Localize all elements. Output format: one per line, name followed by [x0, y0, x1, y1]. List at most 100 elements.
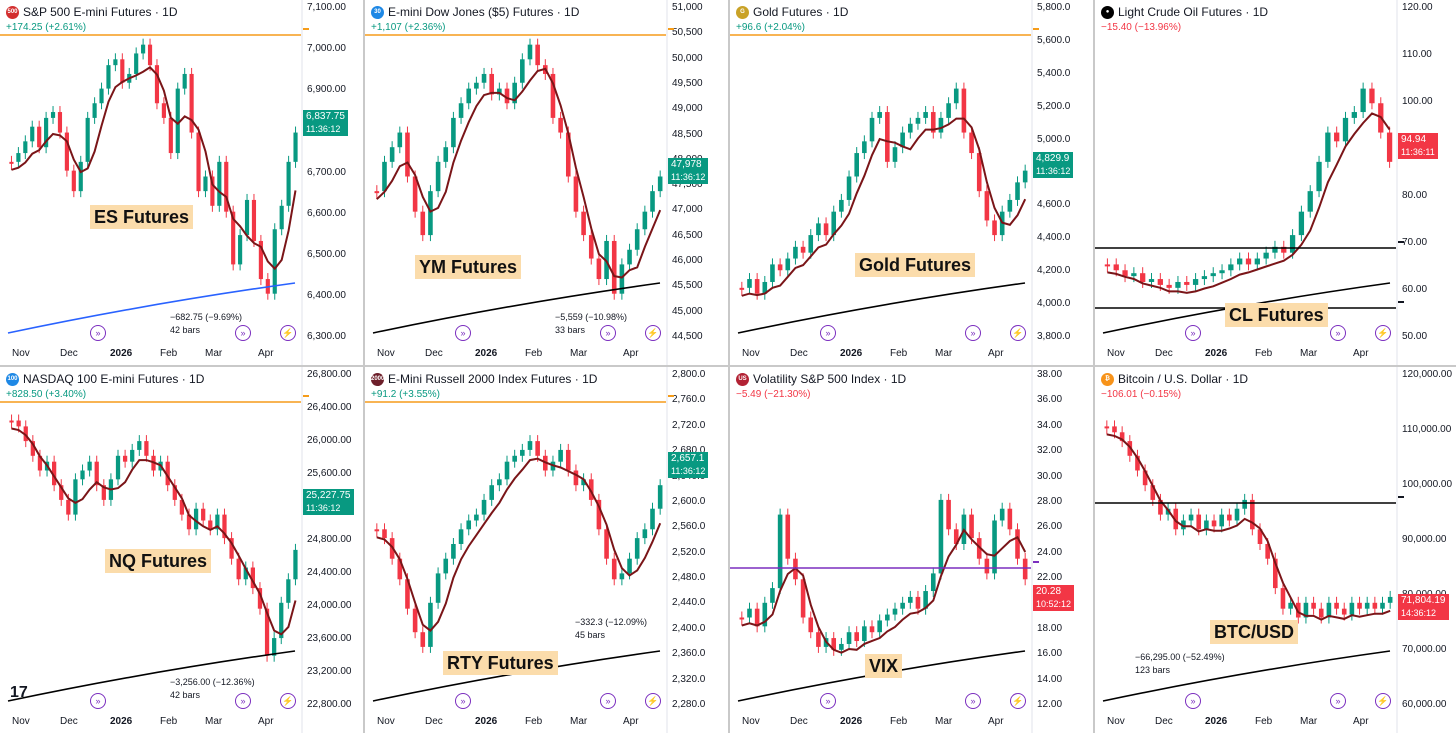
earnings-event-icon[interactable]: »: [1185, 325, 1201, 341]
x-tick-label: Feb: [1255, 716, 1273, 727]
symbol-header[interactable]: G Gold Futures · 1D: [736, 5, 848, 19]
candle-body: [1022, 558, 1028, 580]
symbol-icon: ●: [1101, 5, 1114, 19]
candle-body: [854, 632, 859, 642]
candle-body: [481, 73, 487, 83]
ath-price-tag: [668, 28, 674, 30]
flash-event-icon[interactable]: ⚡: [1010, 325, 1026, 341]
candle-body: [1148, 279, 1155, 282]
chart-panel-cl[interactable]: 120.00110.00100.0090.0080.0070.0060.0050…: [1095, 0, 1456, 365]
chart-panel-rty[interactable]: 2,800.02,760.02,720.02,680.02,640.02,600…: [365, 367, 728, 733]
candle-body: [481, 499, 487, 515]
y-tick-label: 47,500: [672, 179, 703, 191]
symbol-header[interactable]: 500 S&P 500 E-mini Futures · 1D: [6, 5, 178, 19]
candle-body: [99, 88, 104, 104]
candle-body: [1188, 514, 1194, 521]
earnings-event-icon[interactable]: »: [965, 693, 981, 709]
long-moving-average-line: [7, 282, 296, 334]
symbol-title: E-Mini Russell 2000 Index Futures · 1D: [388, 372, 598, 386]
y-tick-label: 6,900.00: [307, 84, 346, 96]
flash-event-icon[interactable]: ⚡: [1375, 325, 1391, 341]
candle-body: [961, 88, 967, 133]
candle-body: [596, 499, 602, 530]
level-price-tag: [1398, 496, 1404, 498]
chart-panel-gc[interactable]: 5,800.05,600.05,400.05,200.05,000.04,800…: [730, 0, 1093, 365]
candle-body: [657, 485, 663, 509]
candle-body: [1131, 273, 1137, 277]
earnings-event-icon[interactable]: »: [90, 325, 106, 341]
y-tick-label: 4,200.0: [1037, 265, 1071, 277]
chart-label: YM Futures: [415, 255, 522, 279]
candle-body: [94, 461, 99, 486]
candle-body: [120, 59, 125, 83]
symbol-header[interactable]: 100 NASDAQ 100 E-mini Futures · 1D: [6, 372, 204, 386]
candle-body: [785, 258, 791, 271]
earnings-event-icon[interactable]: »: [820, 325, 836, 341]
y-tick-label: 120,000.00: [1402, 369, 1453, 380]
flash-event-icon[interactable]: ⚡: [1375, 693, 1391, 709]
candle-body: [474, 82, 479, 89]
flash-event-icon[interactable]: ⚡: [645, 325, 661, 341]
symbol-header[interactable]: ● Light Crude Oil Futures · 1D: [1101, 5, 1268, 19]
chart-label: CL Futures: [1225, 303, 1328, 327]
earnings-event-icon[interactable]: »: [820, 693, 836, 709]
y-tick-label: 22.00: [1037, 572, 1063, 584]
y-tick-label: 4,600.0: [1037, 199, 1071, 211]
flash-event-icon[interactable]: ⚡: [645, 693, 661, 709]
earnings-event-icon[interactable]: »: [1330, 693, 1346, 709]
earnings-event-icon[interactable]: »: [455, 693, 471, 709]
x-tick-label: Nov: [742, 716, 760, 727]
ath-price-tag: [668, 395, 674, 397]
current-price: 20.28: [1036, 586, 1062, 597]
candle-body: [1175, 281, 1181, 288]
symbol-header[interactable]: US Volatility S&P 500 Index · 1D: [736, 372, 906, 386]
y-tick-label: 16.00: [1037, 648, 1063, 660]
candle-body: [1280, 588, 1286, 609]
symbol-header[interactable]: 2000 E-Mini Russell 2000 Index Futures · …: [371, 372, 597, 386]
symbol-header[interactable]: ₿ Bitcoin / U.S. Dollar · 1D: [1101, 372, 1248, 386]
flash-event-icon[interactable]: ⚡: [280, 325, 296, 341]
candle-body: [73, 479, 78, 515]
candle-body: [762, 602, 768, 627]
flash-event-icon[interactable]: ⚡: [1010, 693, 1026, 709]
earnings-event-icon[interactable]: »: [455, 325, 471, 341]
flash-event-icon[interactable]: ⚡: [280, 693, 296, 709]
candle-body: [747, 279, 752, 288]
candle-body: [405, 579, 410, 609]
earnings-event-icon[interactable]: »: [1185, 693, 1201, 709]
earnings-event-icon[interactable]: »: [965, 325, 981, 341]
earnings-event-icon[interactable]: »: [1330, 325, 1346, 341]
candle-body: [1211, 520, 1217, 527]
earnings-event-icon[interactable]: »: [600, 693, 616, 709]
y-tick-label: 14.00: [1037, 673, 1063, 685]
chart-panel-vix[interactable]: 38.00 36.00 34.00 32.00 30.00 28.00 26.00 24.00…: [730, 367, 1093, 733]
candle-body: [992, 220, 997, 236]
candle-body: [279, 205, 284, 230]
earnings-event-icon[interactable]: »: [600, 325, 616, 341]
y-tick-label: 47,000: [672, 204, 703, 216]
x-tick-label: Apr: [258, 348, 274, 359]
candle-body: [389, 147, 395, 162]
candle-body: [885, 112, 890, 162]
candle-body: [1196, 514, 1202, 530]
chart-panel-es[interactable]: 7,100.007,000.006,900.006,800.006,700.00…: [0, 0, 363, 365]
candle-body: [286, 161, 291, 206]
y-tick-label: 50,500: [672, 27, 703, 39]
earnings-event-icon[interactable]: »: [235, 693, 251, 709]
earnings-event-icon[interactable]: »: [235, 325, 251, 341]
candle-body: [877, 620, 882, 633]
chart-panel-ym[interactable]: 51,00050,50050,00049,50049,00048,50048,0…: [365, 0, 728, 365]
y-tick-label: 49,000: [672, 103, 703, 115]
current-price-tag: 71,804.19 14:36:12: [1398, 594, 1449, 620]
price-change: −15.40 (−13.96%): [1101, 22, 1182, 33]
candle-body: [877, 112, 882, 118]
candle-body: [846, 632, 852, 644]
symbol-header[interactable]: 30 E-mini Dow Jones ($5) Futures · 1D: [371, 5, 579, 19]
earnings-event-icon[interactable]: »: [90, 693, 106, 709]
level-price-tag: [1398, 301, 1404, 303]
candle-body: [558, 117, 563, 133]
symbol-title: NASDAQ 100 E-mini Futures · 1D: [23, 372, 205, 386]
chart-panel-nq[interactable]: 26,800.00 26,400.00 26,000.00 25,600.00 25,2…: [0, 367, 363, 733]
chart-panel-btc[interactable]: 120,000.00110,000.00100,000.0090,000.008…: [1095, 367, 1456, 733]
candle-body: [215, 514, 220, 530]
